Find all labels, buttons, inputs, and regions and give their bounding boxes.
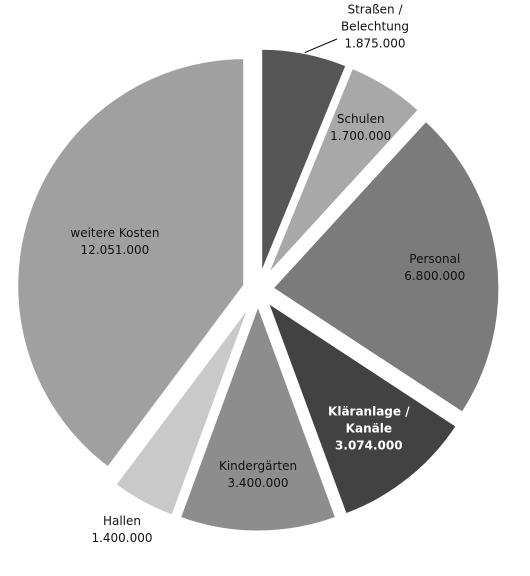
category-name: weitere Kosten — [70, 226, 160, 241]
value-label: 3.074.000 — [335, 438, 403, 453]
pie-slice — [15, 56, 247, 471]
slice-label: Personal 6.800.000 — [380, 251, 490, 285]
slice-label: Kläranlage / Kanäle 3.074.000 — [314, 404, 424, 455]
slice-label: weitere Kosten 12.051.000 — [60, 225, 170, 259]
value-label: 1.700.000 — [330, 128, 392, 143]
pie-slice — [264, 65, 422, 280]
category-name: Straßen / Belechtung — [340, 2, 410, 34]
value-label: 1.875.000 — [344, 36, 406, 51]
category-name: Personal — [409, 251, 461, 266]
slice-label: Hallen 1.400.000 — [67, 513, 177, 547]
slice-label: Straßen / Belechtung 1.875.000 — [320, 2, 430, 53]
value-label: 1.400.000 — [91, 531, 153, 545]
value-label: 12.051.000 — [80, 243, 150, 258]
pie-slice — [269, 117, 502, 416]
pie-slice — [177, 299, 339, 534]
category-name: Kläranlage / Kanäle — [328, 404, 410, 436]
value-label: 3.400.000 — [227, 476, 289, 490]
category-name: Schulen — [336, 111, 385, 126]
pie-slice — [112, 301, 253, 519]
pie-slice — [263, 297, 460, 517]
value-label: 6.800.000 — [404, 268, 466, 283]
leader-line — [304, 38, 338, 54]
category-name: Hallen — [102, 514, 142, 528]
slice-label: Kindergärten 3.400.000 — [203, 458, 313, 492]
category-name: Kindergärten — [218, 459, 298, 473]
slice-label: Schulen 1.700.000 — [306, 111, 416, 145]
